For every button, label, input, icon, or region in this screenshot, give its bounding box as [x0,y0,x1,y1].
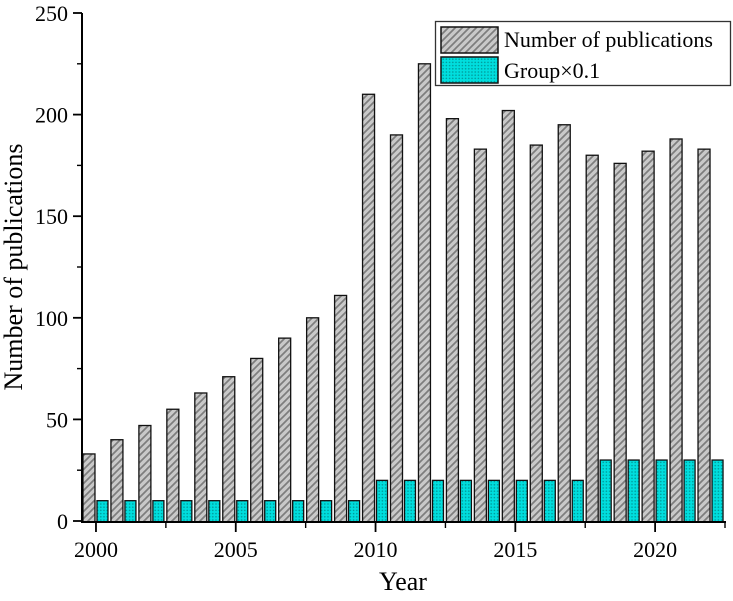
bar-publications-2008 [305,317,320,523]
bar-publications-2013 [445,118,460,523]
bar-publications-2000 [82,453,96,523]
bar-group-2018 [599,459,612,523]
y-tick-label-250: 250 [35,1,68,26]
bar-publications-2002 [138,424,152,523]
bar-publications-2010 [361,93,376,523]
x-tick-label-2010: 2010 [354,537,398,562]
bar-group-2022 [711,459,724,523]
bar-group-2000 [96,500,109,523]
legend-label-publications: Number of publications [504,27,713,52]
bar-group-2007 [292,500,305,523]
bar-publications-2001 [110,439,124,523]
bar-group-2001 [124,500,137,523]
bar-publications-2005 [222,376,236,523]
bar-group-2015 [515,479,528,523]
y-tick-label-200: 200 [35,103,68,128]
bar-publications-2003 [166,408,180,523]
bar-publications-2011 [389,134,404,523]
bar-group-2011 [403,479,417,523]
legend: Number of publications Group×0.1 [434,20,732,87]
y-axis-title: Number of publications [0,144,28,391]
bar-publications-2022 [697,148,711,523]
bar-publications-2017 [557,124,571,523]
bar-group-2008 [319,500,333,523]
bar-publications-2014 [473,148,488,523]
bar-group-2020 [655,459,668,523]
bar-publications-2012 [417,63,432,523]
legend-label-group: Group×0.1 [504,58,600,83]
bar-group-2016 [543,479,556,523]
x-tick-label-2015: 2015 [493,537,537,562]
bar-publications-2009 [333,294,348,523]
bar-group-2009 [347,500,361,523]
bar-publications-2018 [585,154,599,523]
legend-swatch-group [440,56,499,84]
x-tick-label-2005: 2005 [214,537,258,562]
y-tick-label-50: 50 [46,407,68,432]
x-tick-label-2020: 2020 [633,537,677,562]
bar-group-2012 [431,479,445,523]
bar-publications-2019 [613,162,627,523]
bar-publications-2015 [501,109,515,523]
bar-group-2010 [375,479,389,523]
bar-group-2006 [264,500,277,523]
y-tick-label-0: 0 [57,509,68,534]
axes-group: 0 50 100 150 200 250 2000 2005 2010 2015 2020 [35,1,726,562]
bar-group-2002 [152,500,165,523]
bar-publications-2016 [529,144,543,523]
bar-group-2019 [627,459,640,523]
bar-group-2014 [487,479,501,523]
y-tick-label-150: 150 [35,204,68,229]
y-tick-label-100: 100 [35,306,68,331]
bar-group-2013 [459,479,473,523]
bar-publications-2007 [278,337,292,523]
bar-group-2021 [683,459,696,523]
bar-group-2003 [180,500,193,523]
bar-group-2017 [571,479,584,523]
bars-group [82,63,724,523]
bar-group-2004 [208,500,221,523]
x-tick-label-2000: 2000 [74,537,118,562]
legend-swatch-publications [440,26,499,54]
bar-publications-2006 [250,357,264,523]
x-axis-title: Year [379,567,427,596]
bar-publications-2004 [194,392,208,523]
bar-publications-2021 [669,138,683,523]
bar-publications-2020 [641,150,655,523]
bar-group-2005 [236,500,249,523]
